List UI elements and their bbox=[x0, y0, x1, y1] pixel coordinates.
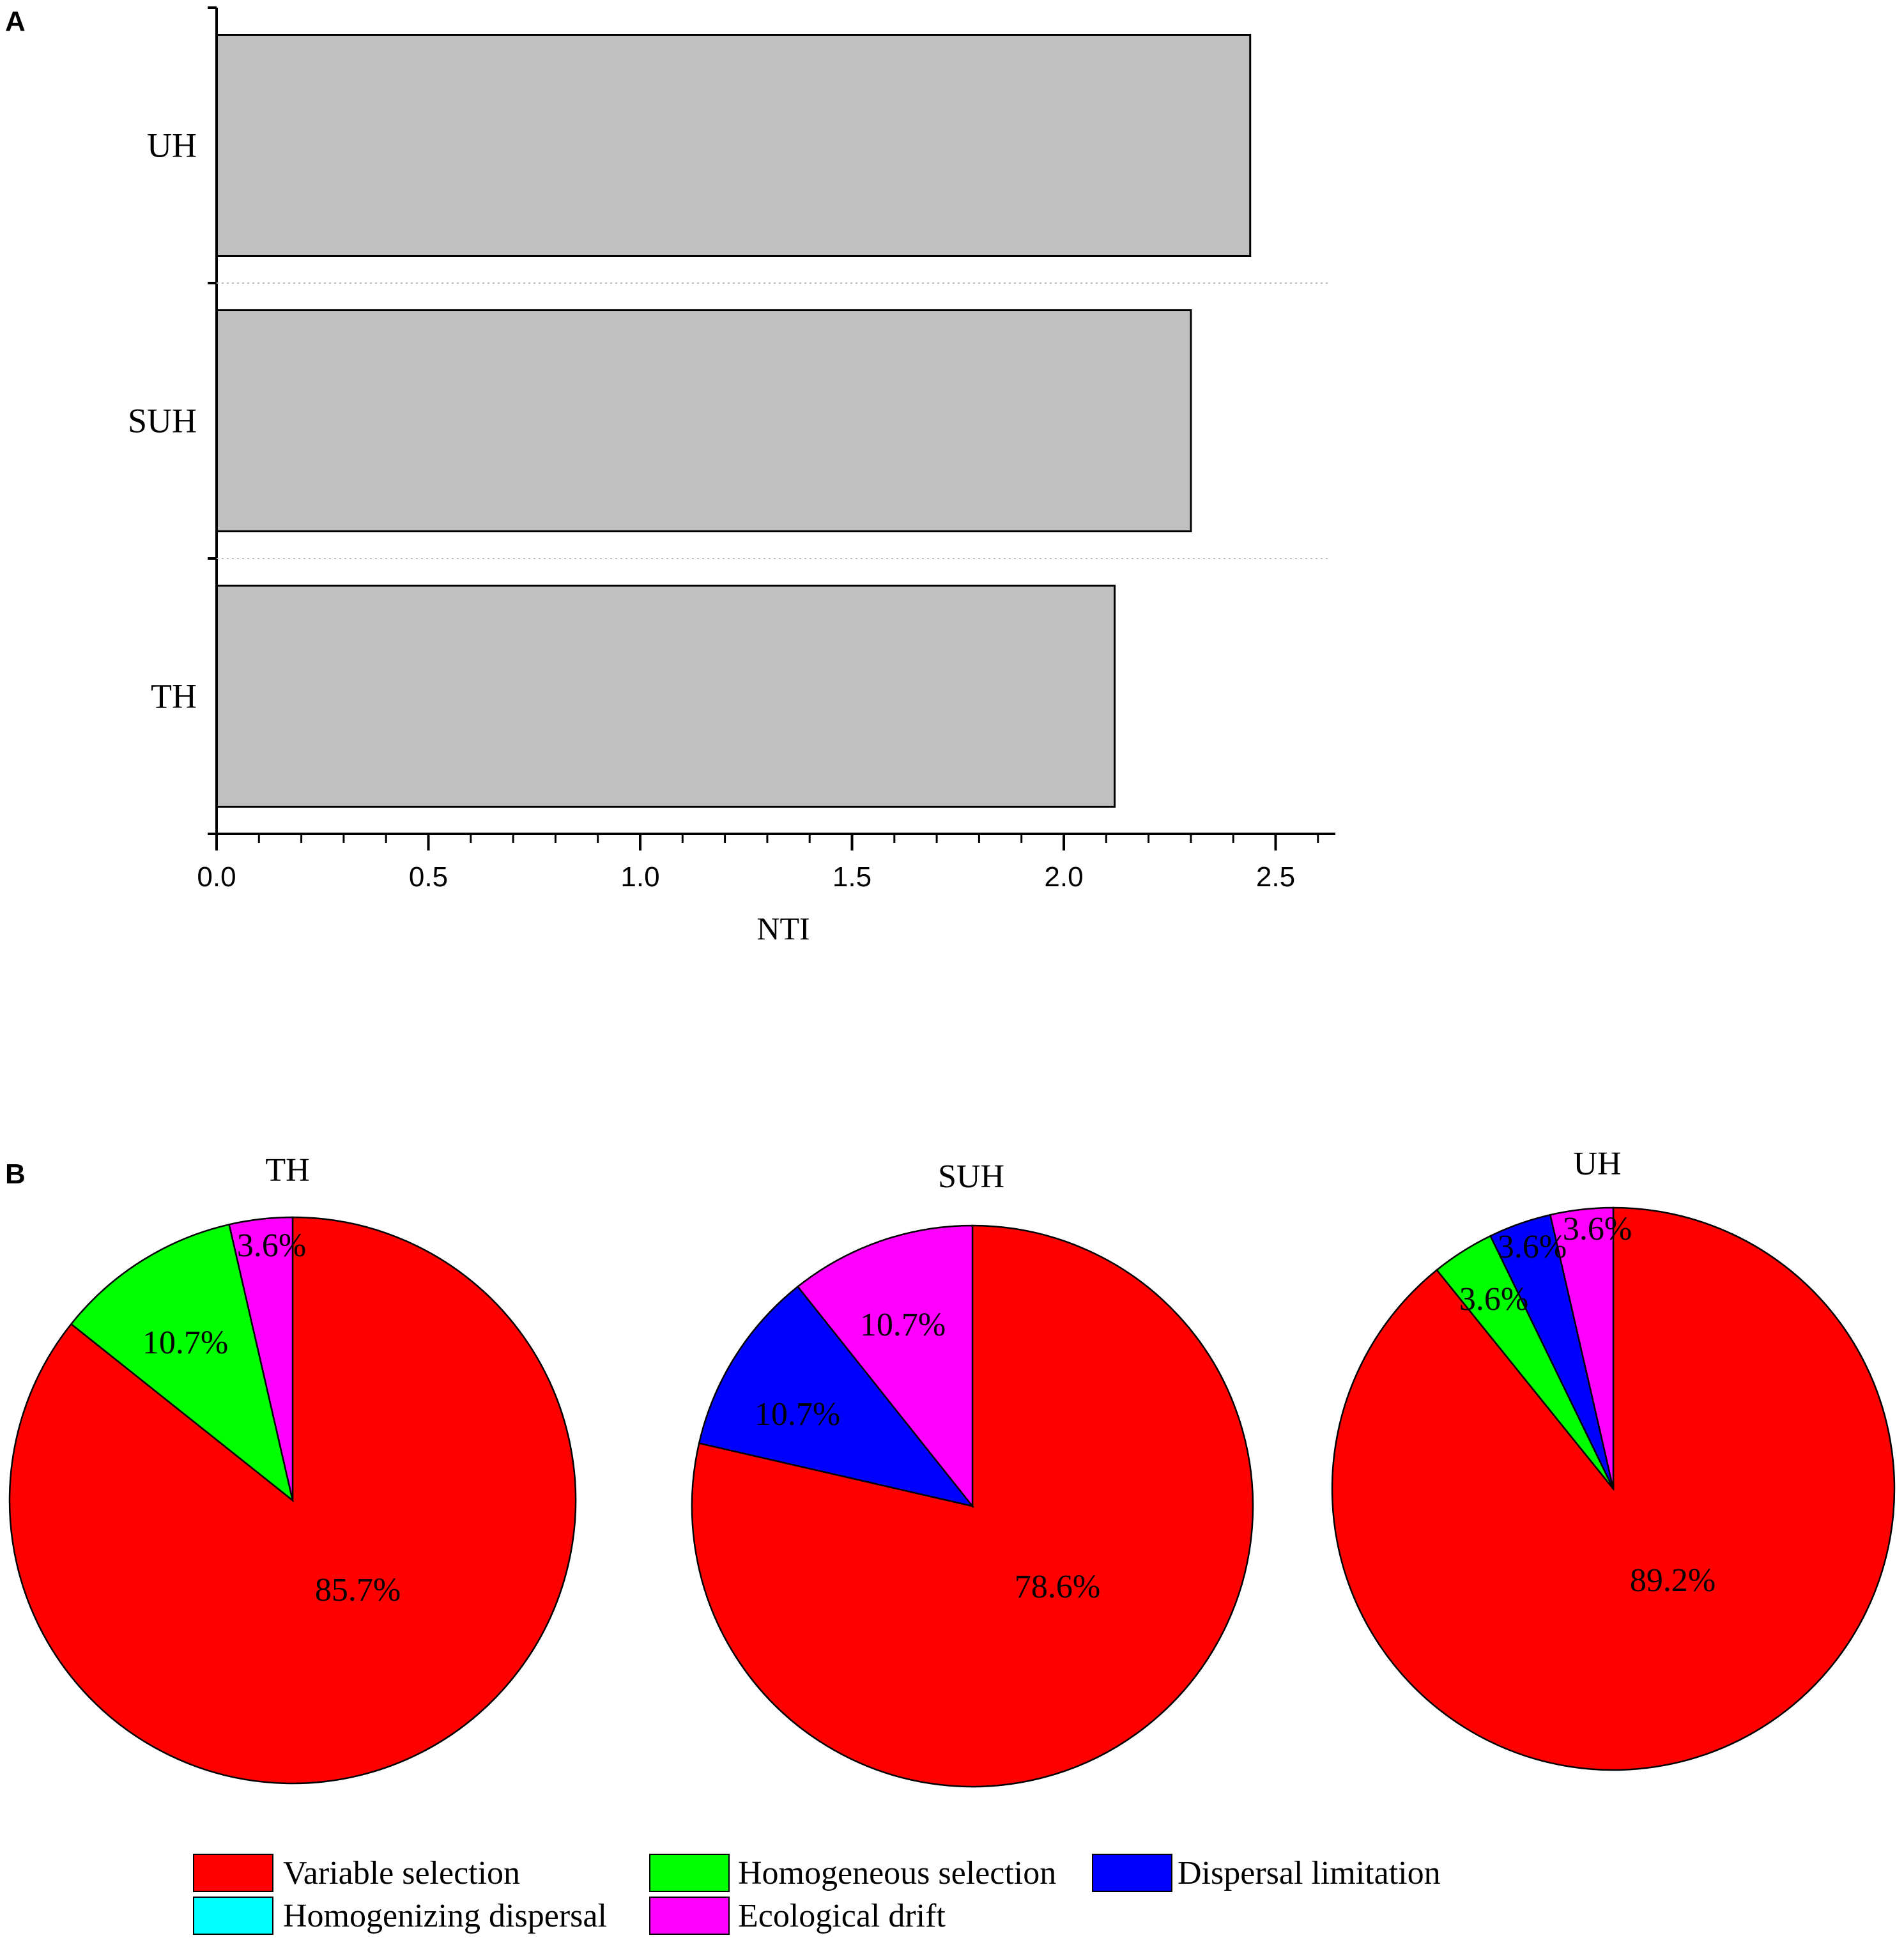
legend: Variable selection Homogeneous selection D… bbox=[193, 1854, 1441, 1935]
pie-slice-label: 3.6% bbox=[1459, 1281, 1528, 1318]
x-tick-label: 2.0 bbox=[1044, 861, 1083, 893]
pie-slice-label: 10.7% bbox=[860, 1307, 946, 1343]
panel-a-letter: A bbox=[5, 6, 26, 37]
pie-slice-label: 10.7% bbox=[755, 1396, 840, 1433]
bar-UH bbox=[215, 34, 1252, 257]
x-axis-label: NTI bbox=[756, 911, 810, 946]
legend-swatch bbox=[1092, 1854, 1172, 1892]
pie-title-TH: TH bbox=[265, 1152, 309, 1189]
pie-slice bbox=[698, 1285, 975, 1508]
panel-b-letter: B bbox=[5, 1158, 26, 1190]
bar-TH bbox=[215, 585, 1116, 808]
panel-b-pie-charts: B TH 85.7% 10.7% 3.6% SUH 78.6% 10.7% 10.7% UH 89… bbox=[5, 1146, 1896, 1935]
pie-SUH: SUH 78.6% 10.7% 10.7% bbox=[691, 1158, 1254, 1788]
legend-label: Ecological drift bbox=[738, 1898, 946, 1934]
pie-slice-label: 3.6% bbox=[1498, 1229, 1567, 1265]
pies-group: TH 85.7% 10.7% 3.6% SUH 78.6% 10.7% 10.7% UH 89.2… bbox=[8, 1146, 1896, 1788]
bar-SUH bbox=[215, 309, 1192, 532]
bars-group: UH SUH TH bbox=[128, 34, 1252, 808]
x-axis: 0.0 0.5 1.0 1.5 2.0 2.5 bbox=[197, 6, 1335, 893]
pie-slice-label: 78.6% bbox=[1015, 1569, 1100, 1605]
legend-swatch bbox=[193, 1854, 273, 1892]
pie-slice-label: 10.7% bbox=[142, 1325, 228, 1361]
x-tick-label: 0.5 bbox=[409, 861, 448, 893]
legend-label: Homogenizing dispersal bbox=[283, 1898, 607, 1934]
pie-title-SUH: SUH bbox=[938, 1158, 1004, 1195]
x-tick-label: 1.5 bbox=[833, 861, 871, 893]
pie-slice bbox=[228, 1216, 294, 1501]
panel-a-bar-chart: A UH SUH TH 0.0 0.5 1.0 1.5 2.0 2.5 NTI bbox=[5, 6, 1335, 946]
pie-title-UH: UH bbox=[1573, 1146, 1621, 1182]
pie-slice bbox=[1549, 1206, 1615, 1489]
pie-slice bbox=[70, 1223, 295, 1503]
pie-TH: TH 85.7% 10.7% 3.6% bbox=[8, 1152, 577, 1785]
legend-label: Homogeneous selection bbox=[738, 1855, 1056, 1891]
category-label-SUH: SUH bbox=[128, 402, 197, 440]
pie-slice-label: 89.2% bbox=[1630, 1562, 1716, 1599]
category-label-TH: TH bbox=[151, 677, 197, 716]
pie-slice-label: 3.6% bbox=[1563, 1211, 1632, 1247]
legend-label: Variable selection bbox=[283, 1855, 520, 1891]
legend-swatch bbox=[649, 1897, 730, 1935]
pie-slice bbox=[796, 1224, 974, 1509]
legend-swatch bbox=[193, 1897, 273, 1935]
legend-label: Dispersal limitation bbox=[1178, 1855, 1441, 1891]
x-tick-label: 2.5 bbox=[1256, 861, 1295, 893]
category-label-UH: UH bbox=[147, 127, 197, 165]
legend-swatch bbox=[649, 1854, 730, 1892]
pie-slice-label: 85.7% bbox=[315, 1572, 401, 1608]
x-tick-label: 1.0 bbox=[620, 861, 659, 893]
x-tick-label: 0.0 bbox=[197, 861, 236, 893]
pie-slice-label: 3.6% bbox=[237, 1227, 306, 1264]
